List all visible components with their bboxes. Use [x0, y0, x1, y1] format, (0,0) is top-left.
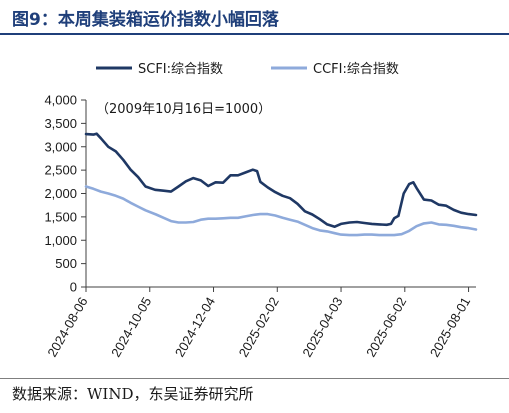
title-rule	[0, 33, 509, 35]
figure-title: 图9：本周集装箱运价指数小幅回落	[12, 10, 279, 30]
legend-label-2: CCFI:综合指数	[313, 62, 399, 77]
y-tick-label: 2,000	[44, 186, 77, 201]
footer-rule	[0, 378, 509, 379]
legend-label-1: SCFI:综合指数	[138, 62, 223, 77]
y-tick-label: 4,000	[44, 93, 77, 108]
y-tick-label: 0	[70, 280, 77, 295]
x-tick-label: 2024-10-05	[108, 294, 154, 359]
y-tick-label: 3,000	[44, 139, 77, 154]
base-date-annotation: （2009年10月16日=1000）	[96, 102, 271, 117]
x-tick-label: 2025-08-01	[427, 294, 473, 359]
x-tick-label: 2025-02-02	[236, 294, 282, 359]
x-tick-label: 2024-08-06	[44, 294, 90, 359]
series-line-2	[84, 185, 478, 237]
data-source: 数据来源：WIND，东吴证券研究所	[12, 385, 254, 403]
x-tick-label: 2025-04-03	[299, 294, 345, 359]
x-tick-label: 2024-12-04	[172, 294, 218, 359]
y-tick-label: 1,500	[44, 209, 77, 224]
y-tick-label: 2,500	[44, 163, 77, 178]
x-tick-label: 2025-06-02	[363, 294, 409, 359]
y-tick-label: 500	[55, 256, 77, 271]
series-line-1	[84, 132, 478, 228]
y-tick-label: 3,500	[44, 116, 77, 131]
title-bar: 图9：本周集装箱运价指数小幅回落	[0, 0, 509, 35]
y-tick-label: 1,000	[44, 233, 77, 248]
line-chart: 4,0003,5003,0002,5002,0001,5001,00050002…	[44, 62, 478, 360]
